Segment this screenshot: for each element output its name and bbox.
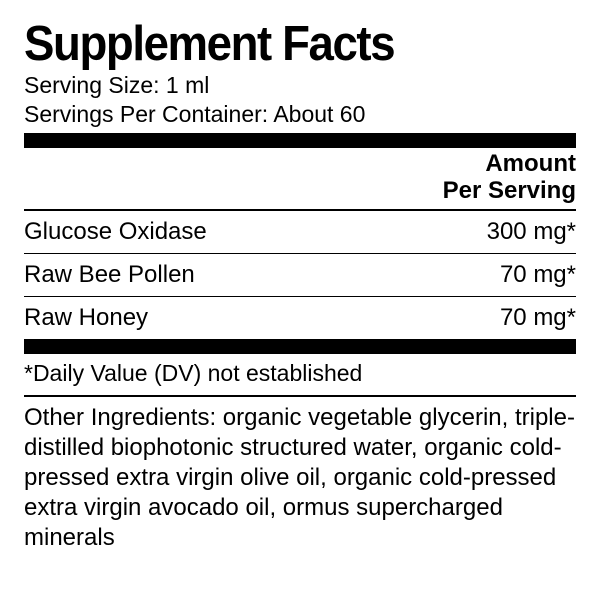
ingredient-amount: 70 mg*: [500, 304, 576, 332]
thick-rule-bottom: [24, 339, 576, 354]
thick-rule-top: [24, 133, 576, 148]
servings-per-container-row: Servings Per Container: About 60: [24, 100, 576, 129]
servings-per-container-value: About 60: [273, 101, 365, 127]
ingredient-name: Raw Bee Pollen: [24, 261, 195, 289]
other-ingredients: Other Ingredients: organic vegetable gly…: [24, 397, 576, 553]
table-row: Raw Honey 70 mg*: [24, 296, 576, 339]
amount-header: Amount Per Serving: [24, 150, 576, 205]
serving-size-value: 1 ml: [166, 72, 209, 98]
ingredients-list: Glucose Oxidase 300 mg* Raw Bee Pollen 70 m…: [24, 211, 576, 339]
dv-footnote: *Daily Value (DV) not established: [24, 360, 576, 387]
ingredient-name: Raw Honey: [24, 304, 148, 332]
servings-per-container-label: Servings Per Container:: [24, 101, 268, 127]
ingredient-amount: 300 mg*: [487, 218, 576, 246]
panel-title: Supplement Facts: [24, 20, 537, 69]
other-ingredients-label: Other Ingredients:: [24, 404, 216, 431]
amount-header-line2: Per Serving: [24, 177, 576, 205]
ingredient-amount: 70 mg*: [500, 261, 576, 289]
serving-size-label: Serving Size:: [24, 72, 160, 98]
ingredient-name: Glucose Oxidase: [24, 218, 207, 246]
table-row: Glucose Oxidase 300 mg*: [24, 211, 576, 253]
table-row: Raw Bee Pollen 70 mg*: [24, 253, 576, 296]
amount-header-line1: Amount: [24, 150, 576, 178]
serving-size-row: Serving Size: 1 ml: [24, 71, 576, 100]
serving-info: Serving Size: 1 ml Servings Per Containe…: [24, 71, 576, 129]
